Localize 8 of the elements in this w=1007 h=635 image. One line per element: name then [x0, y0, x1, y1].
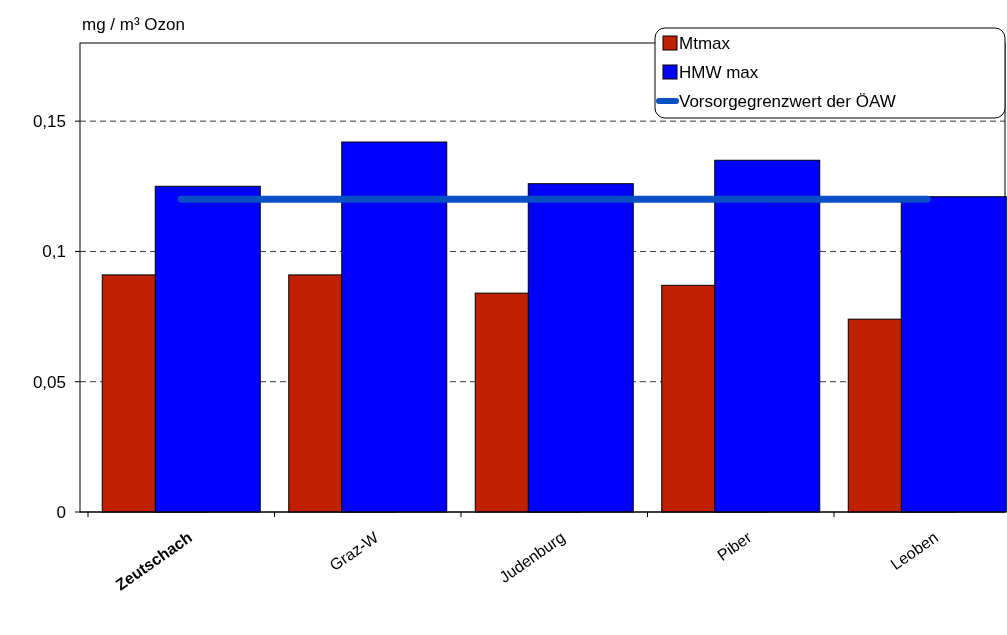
y-axis-title: mg / m³ Ozon	[82, 15, 185, 34]
legend-label: Mtmax	[679, 33, 731, 53]
legend-label: Vorsorgegrenzwert der ÖAW	[679, 91, 896, 111]
y-tick-label: 0,15	[32, 112, 66, 132]
legend-label: HMW max	[679, 62, 759, 82]
y-tick-label: 0,1	[42, 242, 66, 262]
y-tick-label: 0	[56, 502, 66, 522]
y-tick-label: 0,05	[32, 372, 66, 392]
